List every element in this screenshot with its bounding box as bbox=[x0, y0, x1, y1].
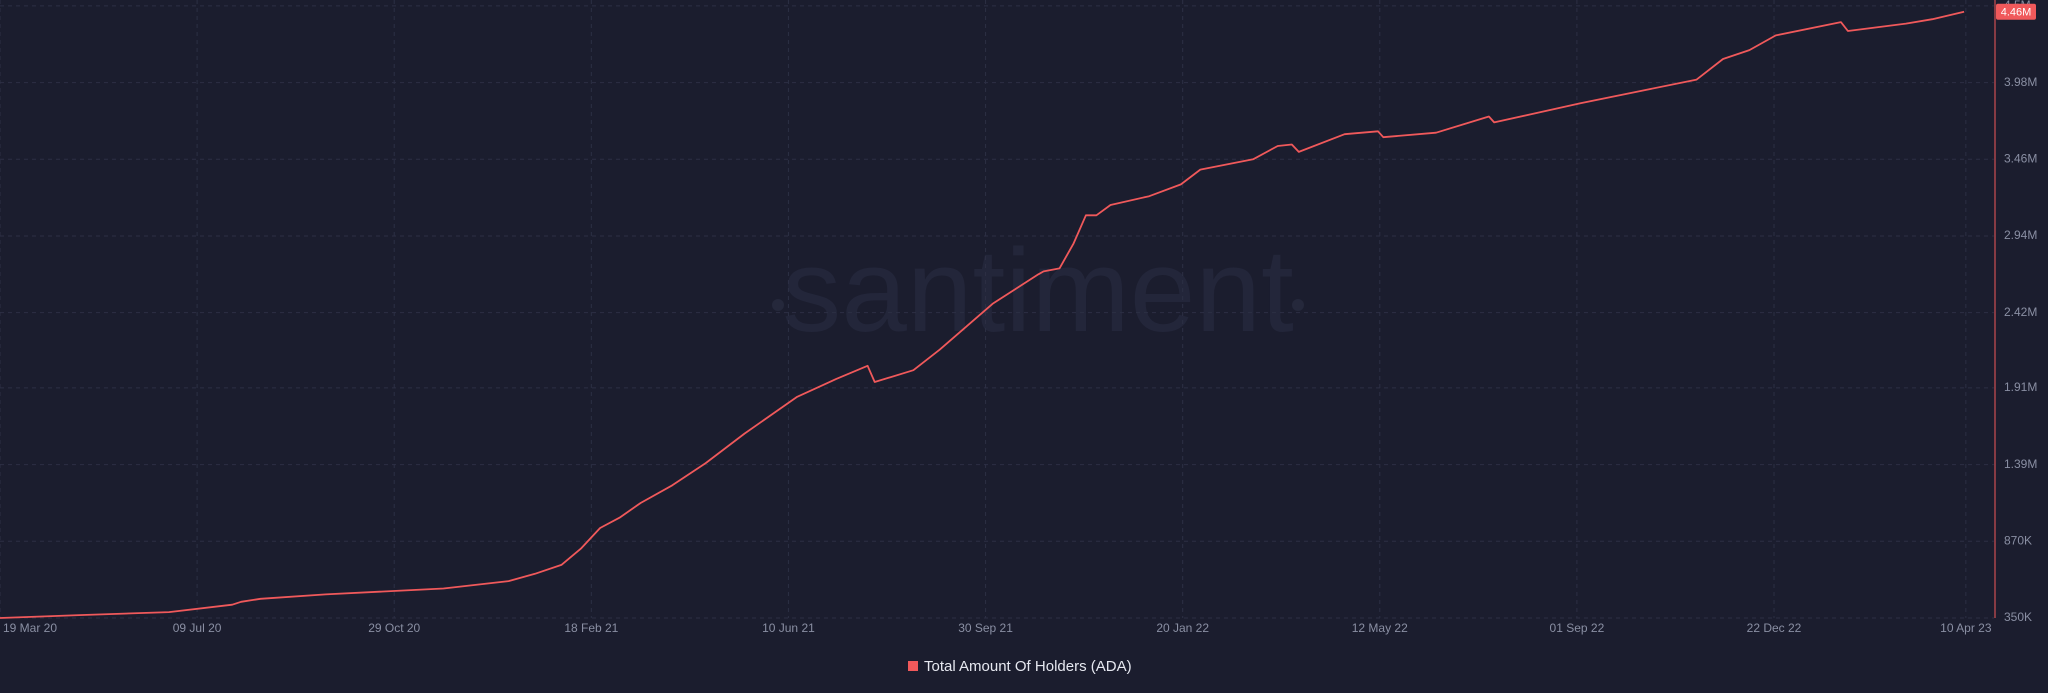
x-tick-label: 12 May 22 bbox=[1352, 621, 1408, 635]
x-tick-label: 10 Apr 23 bbox=[1940, 621, 1992, 635]
legend-label: Total Amount Of Holders (ADA) bbox=[924, 658, 1132, 675]
value-label: 4.46M bbox=[2001, 7, 2032, 19]
series-line bbox=[0, 10, 1965, 619]
x-tick-label: 10 Jun 21 bbox=[762, 621, 815, 635]
y-tick-label: 2.94M bbox=[2004, 228, 2037, 242]
x-tick-label: 09 Jul 20 bbox=[173, 621, 222, 635]
value-tag bbox=[1996, 3, 2036, 20]
x-tick-label: 01 Sep 22 bbox=[1550, 621, 1605, 635]
y-tick-label: 3.46M bbox=[2004, 151, 2037, 165]
y-tick-label: 1.39M bbox=[2004, 457, 2037, 471]
x-tick-label: 18 Feb 21 bbox=[564, 621, 618, 635]
watermark-dot bbox=[772, 299, 784, 311]
y-tick-label: 870K bbox=[2004, 533, 2032, 547]
x-tick-label: 29 Oct 20 bbox=[368, 621, 420, 635]
watermark-dot bbox=[1292, 299, 1304, 311]
watermark: santiment bbox=[782, 225, 1294, 357]
x-tick-label: 20 Jan 22 bbox=[1156, 621, 1209, 635]
legend-swatch bbox=[908, 661, 918, 671]
y-tick-label: 1.91M bbox=[2004, 380, 2037, 394]
x-tick-label: 22 Dec 22 bbox=[1747, 621, 1802, 635]
x-tick-label: 19 Mar 20 bbox=[3, 621, 57, 635]
x-tick-label: 30 Sep 21 bbox=[958, 621, 1013, 635]
y-tick-label: 3.98M bbox=[2004, 75, 2037, 89]
y-tick-label: 350K bbox=[2004, 610, 2032, 624]
y-tick-label: 2.42M bbox=[2004, 305, 2037, 319]
